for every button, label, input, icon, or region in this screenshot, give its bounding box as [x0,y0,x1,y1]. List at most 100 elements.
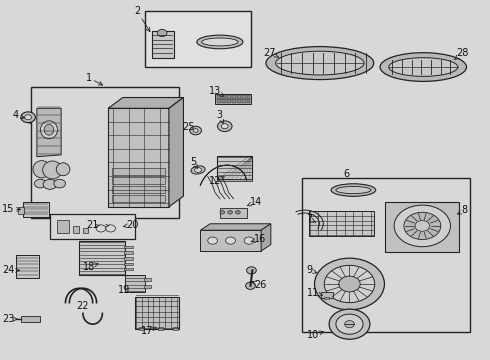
Bar [218,95,221,99]
Text: 17: 17 [141,326,156,336]
Bar [124,246,133,248]
Bar [124,251,133,253]
Ellipse shape [41,121,57,139]
Bar [309,211,374,235]
Ellipse shape [336,186,371,194]
Bar [112,177,165,184]
Bar [144,285,151,288]
Ellipse shape [266,46,374,80]
Bar [200,230,261,251]
Bar [125,275,145,292]
Circle shape [329,309,370,339]
Circle shape [54,179,66,188]
Bar [124,263,133,265]
FancyBboxPatch shape [50,214,135,239]
Polygon shape [200,224,271,230]
Text: 8: 8 [458,206,467,216]
Circle shape [190,126,201,135]
Text: 9: 9 [307,265,317,275]
Circle shape [235,211,240,214]
Ellipse shape [331,184,376,196]
Circle shape [21,112,35,123]
Circle shape [244,237,254,244]
Circle shape [415,221,430,231]
Text: 28: 28 [455,48,469,59]
Bar [144,278,151,281]
Circle shape [339,276,360,292]
Text: 15: 15 [1,204,21,215]
FancyBboxPatch shape [302,178,470,332]
Text: 23: 23 [2,314,18,324]
Circle shape [195,167,201,172]
Circle shape [106,225,116,232]
Bar [23,202,49,217]
Circle shape [193,129,198,132]
Bar [124,257,133,260]
Bar [324,297,329,299]
Bar [218,99,221,103]
Bar [19,207,24,214]
Bar [218,179,252,181]
Circle shape [324,265,375,303]
Bar [74,226,79,233]
Ellipse shape [191,166,205,174]
Bar [237,99,241,103]
Ellipse shape [43,161,62,179]
Text: 13: 13 [209,86,224,96]
Bar [124,268,133,270]
Text: 24: 24 [2,265,20,275]
Ellipse shape [380,53,466,81]
Text: 4: 4 [13,111,24,121]
Circle shape [315,258,385,310]
Circle shape [246,267,256,274]
Bar [232,95,236,99]
Circle shape [336,314,363,334]
Polygon shape [108,98,183,108]
Ellipse shape [276,51,364,75]
Ellipse shape [33,161,50,178]
Bar [227,95,231,99]
Ellipse shape [202,38,238,46]
Circle shape [394,205,450,247]
Bar [246,95,250,99]
Bar [57,220,70,233]
Text: 22: 22 [76,301,89,311]
Bar [135,297,179,329]
Circle shape [43,179,57,189]
Text: 25: 25 [182,122,195,132]
Bar [112,168,165,175]
Bar [21,316,40,321]
Text: 27: 27 [264,48,279,58]
Circle shape [404,212,441,239]
Bar [242,95,245,99]
Text: 18: 18 [83,262,98,272]
Circle shape [228,211,232,214]
Bar [173,327,178,330]
Ellipse shape [389,58,458,76]
Circle shape [157,30,167,37]
Bar [246,99,250,103]
Text: 7: 7 [307,215,316,224]
Circle shape [344,320,354,328]
Text: 26: 26 [252,280,267,290]
Bar [220,208,246,218]
Bar [83,228,88,233]
Polygon shape [261,224,271,251]
Circle shape [220,211,225,214]
FancyBboxPatch shape [30,87,179,218]
Polygon shape [37,108,61,157]
Circle shape [226,237,235,244]
Text: 6: 6 [343,168,349,179]
Bar [16,255,39,278]
Circle shape [218,121,232,132]
Bar [222,99,226,103]
Bar [385,202,459,252]
Text: 3: 3 [217,111,223,123]
Ellipse shape [197,35,243,49]
FancyBboxPatch shape [152,31,174,58]
Text: 20: 20 [123,220,139,230]
Bar [139,327,144,330]
Ellipse shape [56,163,70,176]
Circle shape [208,237,218,244]
Circle shape [24,115,31,120]
